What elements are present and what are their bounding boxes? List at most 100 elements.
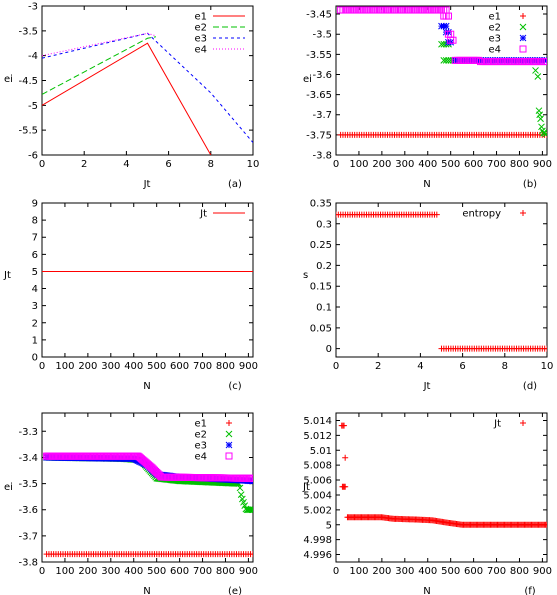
data-point [341,422,348,429]
data-point [442,22,450,30]
legend: Jt [199,209,245,220]
legend-swatch [225,441,233,449]
data-point [543,521,547,528]
legend-label: e2 [194,23,207,34]
x-tick-label: 900 [239,566,258,577]
plot-area [43,452,253,558]
y-tick-label: 0.05 [310,323,332,334]
x-tick-label: 300 [395,566,414,577]
y-tick-label: 0.25 [310,240,332,251]
y-tick-label: 5.006 [303,476,332,487]
data-point [248,506,253,514]
y-tick-label: -4.5 [18,76,38,87]
x-tick-label: 100 [55,566,74,577]
y-tick-label: 4.998 [303,535,332,546]
legend-swatch [519,45,527,53]
plot-frame [41,202,254,358]
chart-panel-5: 0 100 200 300 400 500 600 700 800 900 -3.8 -3.7 -3.6… [4,412,258,595]
series-line-e4 [42,32,157,57]
y-axis-label: ei [303,74,312,85]
series-line-e2 [42,36,157,95]
x-axis-label: N [143,586,150,595]
x-axis-label: Jt [143,179,151,190]
series-e4 [42,32,157,57]
y-tick-label: 0.15 [310,282,332,293]
y-tick-label: 5.004 [303,490,332,501]
legend-label: e2 [488,23,501,34]
x-tick-label: 800 [216,566,235,577]
x-tick-label: 600 [464,566,483,577]
legend-swatch [520,210,526,216]
y-tick-label: -3.5 [18,26,38,37]
y-tick-label: 5.01 [310,446,332,457]
plot-area [42,32,253,155]
x-tick-label: 900 [533,566,552,577]
x-tick-label: 0 [333,159,339,170]
y-tick-label: -3.5 [18,479,38,490]
x-tick-label: 0 [39,566,45,577]
y-axis-label: ei [4,74,13,85]
x-tick-label: 10 [541,361,554,372]
legend-label: e3 [194,34,207,45]
x-tick-label: 8 [502,361,508,372]
series-line-e3 [42,32,253,143]
y-tick-label: 4 [32,284,38,295]
y-tick-label: -3.7 [18,531,38,542]
y-tick-label: 0.3 [316,219,332,230]
x-tick-label: 0 [333,566,339,577]
y-tick-label: 5.014 [303,416,332,427]
y-tick-label: -3.55 [306,50,332,61]
x-tick-label: 0 [39,361,45,372]
panel-label: (f) [524,586,535,595]
y-tick-label: -3.6 [18,505,38,516]
legend-label: e1 [194,12,207,23]
y-tick-label: -3.6 [312,70,332,81]
chart-panel-4: 0 2 4 6 8 10 0 0.05 0.1 0.15 0.2 0.25 0.3 0.35 Jt s (d) e… [303,199,553,393]
y-tick-label: -3.4 [18,453,38,464]
legend-label: e1 [488,12,501,23]
data-point [537,115,544,123]
panel-label: (c) [228,381,241,392]
data-point [149,465,157,473]
x-axis-label: N [143,381,150,392]
y-tick-label: -3.7 [312,110,332,121]
data-point [532,67,539,74]
legend-swatch [520,13,526,19]
y-axis-label: Jt [3,270,11,281]
plot-area [337,6,547,138]
data-point [449,36,457,44]
x-tick-label: 4 [123,159,129,170]
data-point [236,484,244,492]
x-tick-label: 2 [81,159,87,170]
x-tick-label: 100 [349,159,368,170]
plot-frame [335,412,548,563]
x-axis-label: Jt [423,381,431,392]
x-tick-label: 4 [417,361,423,372]
y-tick-label: -6 [28,151,38,162]
x-tick-label: 300 [101,361,120,372]
y-tick-label: -3.5 [312,30,332,41]
plot-frame [41,5,254,156]
data-point [536,111,544,119]
x-tick-label: 200 [372,566,391,577]
data-point [148,464,156,472]
legend-label: e2 [194,430,207,441]
y-tick-label: 0 [32,353,38,364]
x-axis-label: N [423,586,430,595]
chart-panel-2: 0 100 200 300 400 500 600 700 800 900 -3.8 -3.75 -3.… [303,5,552,190]
y-tick-label: -3 [28,2,38,13]
data-point [534,73,542,80]
chart-panel-3: 0 100 200 300 400 500 600 700 800 900 0 1 2 3 4 5 6 7 8 9 N J… [3,199,258,393]
series-e4 [337,6,547,66]
panel-label: (b) [523,179,537,190]
legend-label: Jt [199,209,207,220]
y-axis-label: ei [4,482,13,493]
y-tick-label: -5.5 [18,126,38,137]
x-tick-label: 100 [349,566,368,577]
panel-label: (e) [228,586,242,595]
y-tick-label: 5.008 [303,461,332,472]
